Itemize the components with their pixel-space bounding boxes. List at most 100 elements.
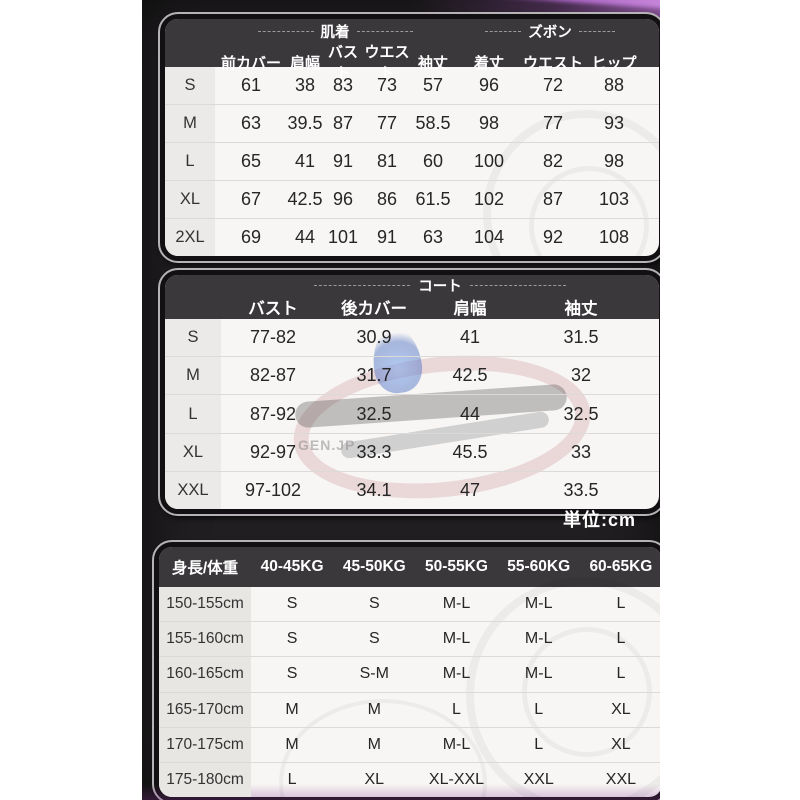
column-header: 前カバー: [220, 54, 281, 72]
table-cell: 104: [473, 227, 505, 247]
size-guide-header: 身長/体重 40-45KG 45-50KG 50-55KG 55-60KG 60-65KG: [159, 547, 660, 587]
unit-note: 単位:cm: [562, 510, 636, 530]
table-cell: 31.7: [356, 365, 392, 386]
dash-line: [578, 30, 615, 32]
table-cell: 108: [598, 227, 630, 247]
table-cell: M-L: [524, 595, 553, 613]
column-header: 55-60KG: [507, 558, 571, 575]
table-cell: 87: [542, 189, 564, 209]
table-cell: S: [286, 630, 298, 648]
row-label: S: [165, 319, 221, 357]
table-cell: M-L: [442, 665, 471, 683]
row-label: 170-175cm: [159, 727, 251, 762]
table-row: M 63 39.5 87 77 58.5 98 77 93: [165, 104, 659, 142]
row-label: M: [165, 357, 221, 395]
table-cell: 69: [240, 227, 262, 247]
table-cell: XL: [364, 770, 385, 788]
size-guide-body: 150-155cm S S M-L M-L L 155-160cm S S M-L M-L L 160-…: [159, 587, 660, 797]
table-cell: 93: [603, 113, 625, 133]
corner-cell: 身長/体重: [171, 560, 239, 577]
dash-line: [469, 284, 566, 286]
innerwear-table-inner: 肌着 ズボン 前カバー 肩幅 バスト ウエスト 袖丈 着丈 ウエスト ヒップ S 61 38 83 7…: [165, 19, 659, 256]
table-row: M 82-87 31.7 42.5 32: [165, 356, 659, 395]
column-header: 60-65KG: [589, 558, 653, 575]
row-label: XL: [165, 433, 221, 471]
ring-watermark: [529, 166, 649, 256]
table-cell: 101: [327, 227, 359, 247]
group-header-row: 肌着 ズボン: [165, 19, 659, 41]
size-guide-inner: 身長/体重 40-45KG 45-50KG 50-55KG 55-60KG 60-65KG…: [159, 547, 660, 797]
table-row: 175-180cm L XL XL-XXL XXL XXL: [159, 761, 660, 797]
column-header: 肩幅: [453, 300, 487, 318]
table-cell: M-L: [442, 735, 471, 753]
table-row: 170-175cm M M M-L L XL: [159, 726, 660, 762]
table-cell: 45.5: [452, 441, 488, 462]
table-cell: XL: [611, 735, 631, 753]
table-cell: 88: [603, 75, 625, 95]
table-row: XL 92-97 33.3 45.5 33: [165, 432, 659, 471]
table-cell: XXL: [605, 770, 637, 788]
table-cell: 96: [332, 189, 354, 209]
table-cell: 86: [376, 189, 398, 209]
table-row: S 77-82 30.9 41 31.5: [165, 319, 659, 357]
table-cell: 33: [570, 441, 592, 462]
coat-size-table: コート バスト 後カバー 肩幅 袖丈 GEN.JP S 77-82 30.9 41 31.5 M…: [158, 268, 660, 516]
table-row: 150-155cm S S M-L M-L L: [159, 587, 660, 622]
table-cell: 98: [603, 151, 625, 171]
table-row: 2XL 69 44 101 91 63 104 92 108: [165, 218, 659, 256]
group-label-text: ズボン: [528, 24, 572, 41]
table-cell: 91: [332, 151, 354, 171]
table-row: L 87-92 32.5 44 32.5: [165, 394, 659, 433]
table-cell: 87-92: [249, 403, 297, 424]
table-cell: 33.3: [356, 441, 392, 462]
table-cell: L: [452, 700, 461, 718]
row-label: 150-155cm: [159, 587, 251, 622]
dash-line: [485, 30, 522, 32]
row-label: M: [165, 105, 215, 142]
table-cell: L: [616, 595, 626, 613]
size-chart-image: 肌着 ズボン 前カバー 肩幅 バスト ウエスト 袖丈 着丈 ウエスト ヒップ S 61 38 83 7…: [142, 0, 660, 800]
row-label: XXL: [165, 471, 221, 509]
dash-line: [356, 30, 413, 32]
table-cell: L: [616, 630, 626, 648]
coat-table-body: S 77-82 30.9 41 31.5 M 82-87 31.7 42.5 32 L 87-92 32…: [165, 319, 659, 509]
size-guide-table: 身長/体重 40-45KG 45-50KG 50-55KG 55-60KG 60-65KG…: [152, 540, 660, 800]
table-cell: XL-XXL: [428, 770, 485, 788]
column-header: 袖丈: [564, 300, 598, 318]
dash-line: [257, 30, 314, 32]
table-cell: 30.9: [356, 327, 392, 348]
table-cell: 61: [240, 75, 262, 95]
table-cell: 44: [294, 227, 316, 247]
row-label: L: [165, 143, 215, 180]
table-cell: 100: [473, 151, 505, 171]
table-cell: 102: [473, 189, 505, 209]
innerwear-table-header: 肌着 ズボン 前カバー 肩幅 バスト ウエスト 袖丈 着丈 ウエスト ヒップ: [165, 19, 659, 82]
table-cell: 38: [294, 75, 316, 95]
table-row: 160-165cm S S-M M-L M-L L: [159, 656, 660, 692]
table-cell: 63: [240, 113, 262, 133]
table-cell: L: [534, 735, 544, 753]
group-label-pants: ズボン: [455, 23, 645, 41]
table-row: 165-170cm M M L L XL: [159, 691, 660, 727]
table-row: XXL 97-102 34.1 47 33.5: [165, 470, 659, 509]
table-cell: 61.5: [415, 189, 451, 209]
table-cell: 98: [478, 113, 500, 133]
table-cell: 41: [459, 327, 481, 348]
table-row: 155-160cm S S M-L M-L L: [159, 621, 660, 657]
group-label-coat: コート: [418, 278, 462, 295]
table-cell: 67: [240, 189, 262, 209]
table-cell: 32.5: [356, 403, 392, 424]
column-header: 後カバー: [341, 300, 407, 318]
row-label: 160-165cm: [159, 657, 251, 692]
table-cell: 34.1: [356, 479, 392, 500]
table-cell: 97-102: [244, 479, 302, 500]
ring-watermark: [483, 110, 659, 256]
table-cell: M: [367, 735, 381, 753]
row-label: 165-170cm: [159, 692, 251, 727]
table-row: S 61 38 83 73 57 96 72 88: [165, 67, 659, 104]
dash-line: [314, 284, 411, 286]
row-label: S: [165, 67, 215, 104]
table-cell: S: [286, 595, 298, 613]
table-cell: 41: [294, 151, 316, 171]
column-header: 40-45KG: [260, 558, 324, 575]
